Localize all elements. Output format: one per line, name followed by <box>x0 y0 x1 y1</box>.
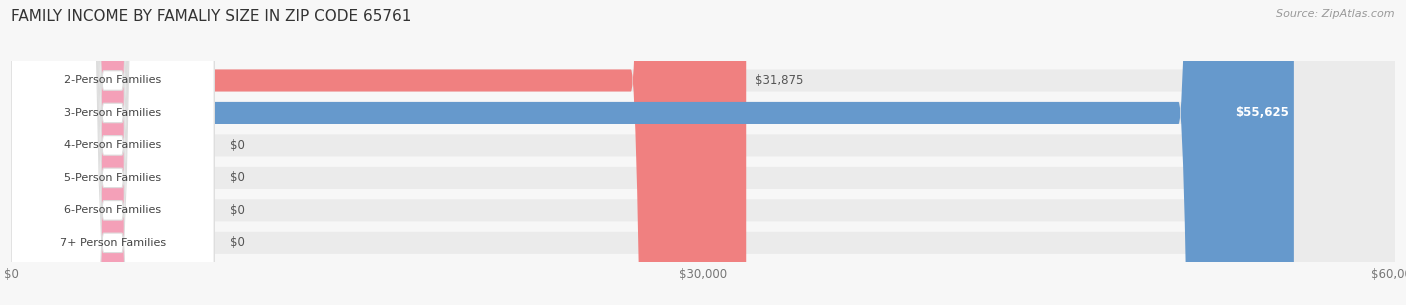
FancyBboxPatch shape <box>11 0 1294 305</box>
FancyBboxPatch shape <box>11 0 214 305</box>
FancyBboxPatch shape <box>11 0 1395 305</box>
FancyBboxPatch shape <box>11 0 167 305</box>
FancyBboxPatch shape <box>11 0 1395 305</box>
FancyBboxPatch shape <box>11 0 214 305</box>
Text: $31,875: $31,875 <box>755 74 804 87</box>
Text: 5-Person Families: 5-Person Families <box>65 173 162 183</box>
Text: 6-Person Families: 6-Person Families <box>65 205 162 215</box>
FancyBboxPatch shape <box>11 0 167 305</box>
FancyBboxPatch shape <box>11 0 214 305</box>
FancyBboxPatch shape <box>11 0 214 305</box>
Text: 4-Person Families: 4-Person Families <box>65 140 162 150</box>
FancyBboxPatch shape <box>11 0 1395 305</box>
FancyBboxPatch shape <box>11 0 747 305</box>
FancyBboxPatch shape <box>11 0 1395 305</box>
Text: 3-Person Families: 3-Person Families <box>65 108 162 118</box>
FancyBboxPatch shape <box>11 0 167 305</box>
Text: 2-Person Families: 2-Person Families <box>65 75 162 85</box>
Text: FAMILY INCOME BY FAMALIY SIZE IN ZIP CODE 65761: FAMILY INCOME BY FAMALIY SIZE IN ZIP COD… <box>11 9 412 24</box>
FancyBboxPatch shape <box>11 0 214 305</box>
FancyBboxPatch shape <box>11 0 1395 305</box>
Text: $55,625: $55,625 <box>1236 106 1289 120</box>
Text: $0: $0 <box>231 171 245 185</box>
FancyBboxPatch shape <box>11 0 167 305</box>
FancyBboxPatch shape <box>11 0 1395 305</box>
Text: $0: $0 <box>231 236 245 249</box>
FancyBboxPatch shape <box>11 0 214 305</box>
Text: $0: $0 <box>231 139 245 152</box>
Text: $0: $0 <box>231 204 245 217</box>
Text: Source: ZipAtlas.com: Source: ZipAtlas.com <box>1277 9 1395 19</box>
Text: 7+ Person Families: 7+ Person Families <box>59 238 166 248</box>
